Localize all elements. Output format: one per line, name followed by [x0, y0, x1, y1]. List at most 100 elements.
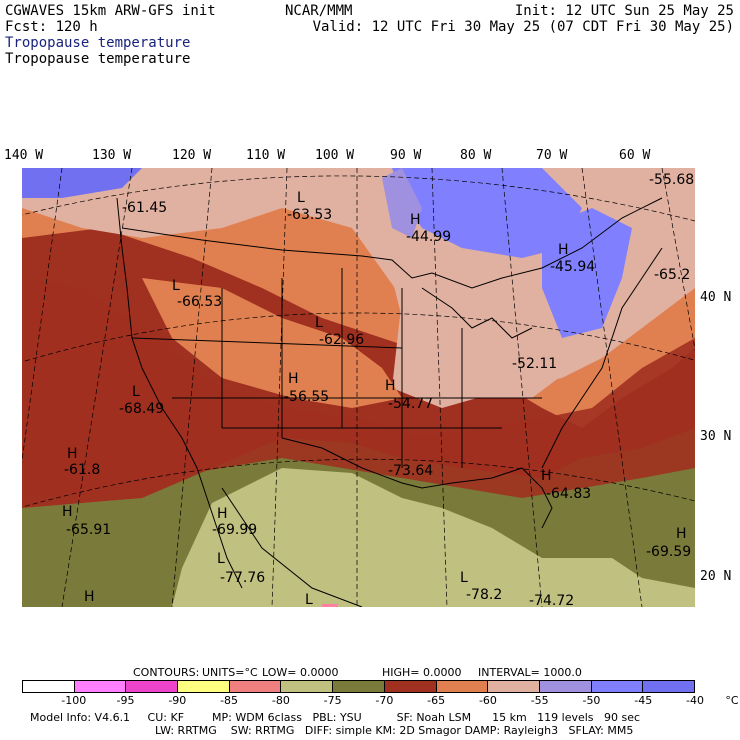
blue-northwest: [22, 168, 142, 198]
colorbar-label: -50: [582, 694, 601, 707]
valid-time: Valid: 12 UTC Fri 30 May 25 (07 CDT Fri …: [312, 19, 734, 35]
state-lines-1: [221, 268, 463, 468]
extremum-type: L: [132, 384, 140, 400]
extremum-label: -69.99: [212, 522, 257, 538]
colorbar-swatch: [178, 681, 230, 692]
model-info-line-1: Model Info: V4.6.1 CU: KF MP: WDM 6class…: [30, 711, 641, 724]
contours-interval: INTERVAL= 1000.0: [478, 666, 582, 679]
extremum-type: H: [558, 242, 569, 258]
extremum-label: -65.2: [654, 267, 690, 283]
extremum-label: -54.77: [388, 396, 433, 412]
lon-label: 80 W: [460, 148, 492, 163]
extremum-type: H: [84, 589, 95, 605]
blue-north: [392, 168, 582, 258]
extremum-type: L: [297, 190, 305, 206]
extremum-type: H: [676, 526, 687, 542]
colorbar-swatch: [23, 681, 75, 692]
extremum-label: -78.2: [466, 587, 502, 603]
graticule: [22, 168, 695, 607]
extremum-label: -63.53: [287, 207, 332, 223]
extremum-type: L: [217, 551, 225, 567]
extremum-label: -56.55: [284, 389, 329, 405]
lat-label: 40 N: [700, 290, 732, 305]
extremum-type: H: [67, 446, 78, 462]
extremum-type: L: [305, 592, 313, 607]
extremum-label: -64.83: [546, 486, 591, 502]
extremum-label: -68.49: [119, 401, 164, 417]
extremum-type: H: [217, 506, 228, 522]
extremum-label: -66.53: [177, 294, 222, 310]
extremum-type: H: [288, 371, 299, 387]
colorbar-label: -100: [61, 694, 87, 707]
tropopause-temperature-map: -61.45 L -63.53 H -44.99 -55.68 H -45.94…: [22, 168, 695, 607]
colorbar-label: -70: [375, 694, 394, 707]
pink-dot: [322, 604, 338, 607]
extremum-label: -73.64: [388, 463, 433, 479]
extremum-type: L: [315, 315, 323, 331]
extrema-labels: -61.45 L -63.53 H -44.99 -55.68 H -45.94…: [62, 172, 694, 607]
lat-label: 30 N: [700, 429, 732, 444]
lon-label: 110 W: [246, 148, 286, 163]
init-time: Init: 12 UTC Sun 25 May 25: [514, 3, 734, 19]
blue-northeast: [542, 208, 632, 338]
extremum-type: L: [172, 278, 180, 294]
model-title: CGWAVES 15km ARW-GFS init: [5, 3, 216, 19]
east-coast: [541, 247, 663, 469]
colorbar-swatch: [281, 681, 334, 692]
lat-label: 20 N: [700, 569, 732, 584]
colorbar-label: -85: [220, 694, 239, 707]
contours-low: LOW= 0.0000: [262, 666, 339, 679]
extremum-label: -74.72: [529, 593, 574, 607]
extremum-label: -55.68: [649, 172, 694, 188]
lon-label: 140 W: [4, 148, 44, 163]
us-canada-border: [121, 197, 663, 289]
contours-label: CONTOURS:: [133, 666, 200, 679]
colorbar-swatch: [384, 681, 437, 692]
colorbar-swatch: [229, 681, 282, 692]
lon-label: 100 W: [315, 148, 355, 163]
pink-mid: [392, 268, 572, 398]
forecast-hour: Fcst: 120 h: [5, 19, 98, 35]
lon-label: 130 W: [92, 148, 132, 163]
gulf-coast: [281, 437, 553, 529]
colorbar-label: -75: [323, 694, 342, 707]
center-title: NCAR/MMM: [285, 3, 353, 19]
lon-label: 120 W: [172, 148, 212, 163]
colorbar-label: -80: [271, 694, 290, 707]
west-coast: [116, 197, 243, 589]
colorbar-label: -65: [427, 694, 446, 707]
colorbar-label: -40: [686, 694, 704, 707]
model-info-line-2: LW: RRTMG SW: RRTMG DIFF: simple KM: 2D …: [155, 724, 634, 737]
lon-label: 90 W: [390, 148, 422, 163]
colorbar-label: -55: [530, 694, 549, 707]
colorbar-swatch: [591, 681, 644, 692]
extremum-label: -62.96: [319, 332, 364, 348]
lavender-edge: [382, 168, 422, 238]
great-lakes: [421, 287, 533, 339]
extremum-label: -61.8: [64, 462, 100, 478]
extremum-label: -61.45: [122, 200, 167, 216]
colorbar: [22, 680, 695, 693]
lon-label: 70 W: [536, 148, 568, 163]
boundaries: [116, 197, 663, 607]
colorbar-swatch: [488, 681, 540, 692]
colorbar-label: °C: [725, 694, 739, 707]
mexico-coast: [221, 487, 363, 607]
lon-label: 60 W: [619, 148, 651, 163]
colorbar-swatch: [539, 681, 592, 692]
field-title-2: Tropopause temperature: [5, 51, 191, 67]
colorbar-label: -45: [634, 694, 653, 707]
extremum-type: H: [541, 468, 552, 484]
state-lines-2: [131, 337, 542, 429]
colorbar-label: -60: [478, 694, 497, 707]
contours-high: HIGH= 0.0000: [382, 666, 462, 679]
extremum-label: -77.76: [220, 570, 265, 586]
extremum-type: H: [410, 212, 421, 228]
colorbar-swatch: [436, 681, 489, 692]
extremum-label: -65.91: [66, 522, 111, 538]
colorbar-label: -90: [168, 694, 187, 707]
tan-region: [172, 468, 695, 607]
extremum-type: H: [385, 378, 396, 394]
colorbar-swatch: [643, 681, 694, 692]
colorbar-swatch: [126, 681, 179, 692]
